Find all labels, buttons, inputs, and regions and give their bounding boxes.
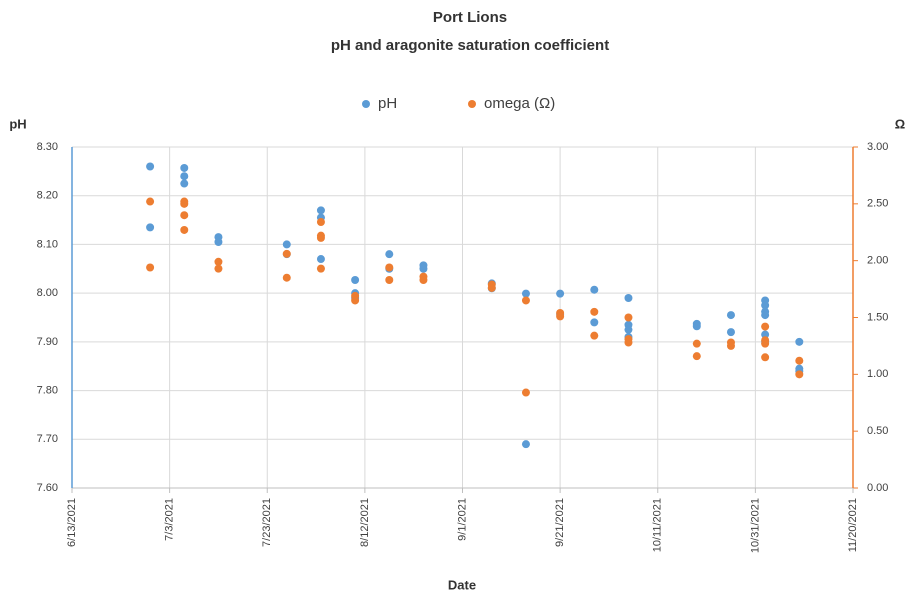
point: [316, 206, 325, 215]
point: [351, 275, 360, 284]
y-tick-label: 8.10: [37, 238, 58, 250]
point: [180, 179, 189, 188]
point: [385, 250, 394, 259]
point: [419, 264, 428, 273]
point: [761, 322, 770, 331]
point: [146, 263, 155, 272]
x-tick-label: 10/31/2021: [749, 498, 761, 553]
point: [487, 283, 496, 292]
x-axis-title: Date: [448, 577, 476, 592]
y-axis-title: pH: [9, 116, 26, 131]
point: [590, 331, 599, 340]
chart-subtitle: pH and aragonite saturation coefficient: [331, 37, 609, 54]
point: [180, 163, 189, 172]
x-tick-label: 7/23/2021: [261, 498, 273, 547]
point: [590, 318, 599, 327]
point: [316, 264, 325, 273]
y2-tick-label: 2.50: [867, 198, 888, 210]
y-tick-label: 7.60: [37, 482, 58, 494]
point: [795, 337, 804, 346]
y2-axis-title: Ω: [895, 116, 905, 131]
point: [726, 341, 735, 350]
y2-tick-label: 1.50: [867, 311, 888, 323]
y2-tick-label: 0.50: [867, 425, 888, 437]
point: [624, 294, 633, 303]
point: [180, 225, 189, 234]
point: [282, 249, 291, 258]
point: [726, 328, 735, 337]
point: [316, 255, 325, 264]
y-tick-label: 8.00: [37, 287, 58, 299]
point: [214, 237, 223, 246]
y2-tick-label: 2.00: [867, 255, 888, 267]
point: [521, 289, 530, 298]
point: [624, 325, 633, 334]
point: [761, 301, 770, 310]
point: [146, 197, 155, 206]
point: [316, 233, 325, 242]
point: [146, 162, 155, 171]
y-tick-label: 7.70: [37, 433, 58, 445]
x-tick-label: 11/20/2021: [847, 498, 859, 552]
chart-title: Port Lions: [433, 9, 507, 26]
point: [521, 296, 530, 305]
point: [761, 353, 770, 362]
point: [590, 285, 599, 294]
y2-tick-label: 1.00: [867, 368, 888, 380]
point: [624, 338, 633, 347]
point: [726, 311, 735, 320]
point: [146, 223, 155, 232]
point: [556, 312, 565, 321]
point: [795, 370, 804, 379]
point: [761, 311, 770, 320]
x-tick-label: 9/21/2021: [554, 498, 566, 547]
point: [521, 440, 530, 449]
point: [590, 307, 599, 316]
x-tick-label: 10/11/2021: [652, 498, 664, 552]
point: [214, 257, 223, 266]
point: [761, 330, 770, 339]
y-tick-label: 8.30: [37, 141, 58, 153]
x-tick-label: 7/3/2021: [164, 498, 176, 541]
y-tick-label: 8.20: [37, 190, 58, 202]
point: [692, 352, 701, 361]
point: [385, 275, 394, 284]
y-tick-label: 7.90: [37, 336, 58, 348]
point: [419, 275, 428, 284]
legend-marker: [362, 100, 370, 108]
legend-label: pH: [378, 95, 397, 112]
point: [795, 356, 804, 365]
point: [214, 264, 223, 273]
y2-tick-label: 0.00: [867, 482, 888, 494]
x-tick-label: 8/12/2021: [359, 498, 371, 547]
point: [385, 263, 394, 272]
x-tick-label: 6/13/2021: [66, 498, 78, 547]
point: [692, 322, 701, 331]
y-tick-label: 7.80: [37, 384, 58, 396]
point: [282, 273, 291, 282]
point: [761, 339, 770, 348]
legend-marker: [468, 100, 476, 108]
point: [521, 388, 530, 397]
point: [351, 296, 360, 305]
point: [556, 289, 565, 298]
y2-tick-label: 3.00: [867, 141, 888, 153]
point: [316, 218, 325, 227]
point: [692, 339, 701, 348]
point: [180, 211, 189, 220]
x-tick-label: 9/1/2021: [456, 498, 468, 541]
point: [624, 313, 633, 322]
point: [180, 172, 189, 181]
point: [282, 240, 291, 249]
point: [180, 199, 189, 208]
legend-label: omega (Ω): [484, 95, 555, 112]
